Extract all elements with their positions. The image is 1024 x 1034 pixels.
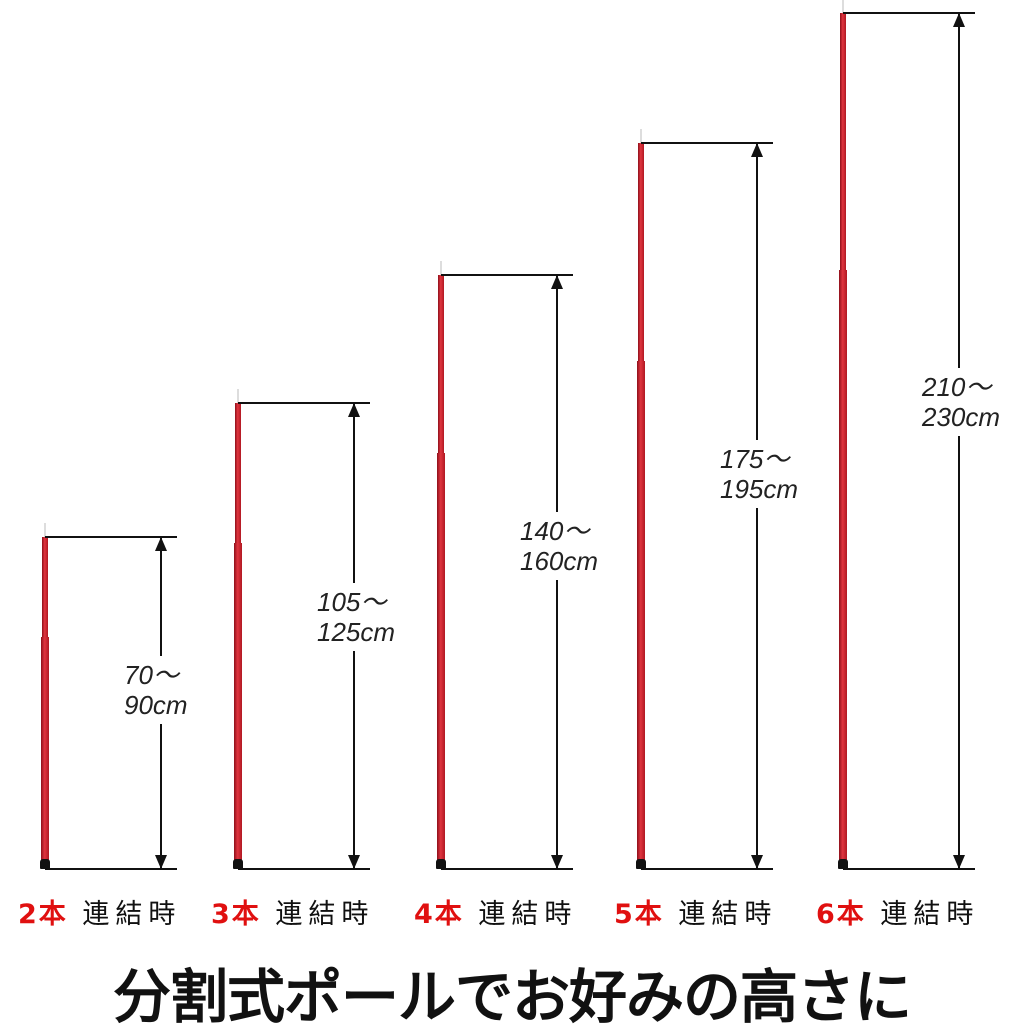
pole-count: 3本	[211, 899, 261, 930]
connected-suffix: 連結時	[865, 899, 980, 930]
pole	[840, 13, 846, 270]
top-dimension-line	[441, 274, 573, 276]
pole-tip	[440, 261, 442, 275]
top-dimension-line	[238, 402, 370, 404]
pole-tip	[237, 389, 239, 403]
pole-count-caption: 5本 連結時	[614, 892, 777, 931]
pole-foot	[636, 859, 646, 869]
height-range-text: 210～	[922, 372, 992, 403]
height-range-label: 70～ 90cm	[124, 656, 188, 725]
height-range-text: 70～	[124, 660, 179, 691]
height-range-label: 105～ 125cm	[317, 582, 396, 651]
arrow-down-icon	[751, 855, 763, 869]
connected-suffix: 連結時	[663, 899, 778, 930]
arrow-down-icon	[155, 855, 167, 869]
pole-count: 2本	[18, 899, 68, 930]
connected-suffix: 連結時	[463, 899, 578, 930]
pole-lower-section	[839, 269, 847, 861]
pole	[438, 275, 444, 454]
top-dimension-line	[641, 142, 773, 144]
base-dimension-line	[441, 868, 573, 870]
pole-foot	[838, 859, 848, 869]
pole-foot	[233, 859, 243, 869]
pole-lower-section	[41, 636, 49, 861]
pole-count: 6本	[816, 899, 866, 930]
connected-suffix: 連結時	[260, 899, 375, 930]
pole-count-caption: 3本 連結時	[211, 892, 374, 931]
base-dimension-line	[238, 868, 370, 870]
arrow-up-icon	[155, 537, 167, 551]
pole-tip	[44, 523, 46, 537]
connected-suffix: 連結時	[67, 899, 182, 930]
arrow-up-icon	[551, 275, 563, 289]
pole	[42, 537, 48, 637]
arrow-down-icon	[348, 855, 360, 869]
arrow-up-icon	[348, 403, 360, 417]
pole-tip	[842, 0, 844, 13]
pole-lower-section	[234, 542, 242, 861]
dimension-line	[958, 13, 960, 869]
height-range-text: 175～	[720, 443, 790, 474]
height-range-text: 195cm	[720, 473, 799, 504]
height-range-label: 140～ 160cm	[520, 512, 599, 581]
pole-lower-section	[437, 453, 445, 861]
pole	[235, 403, 241, 543]
height-range-text: 125cm	[317, 616, 396, 647]
height-range-text: 90cm	[124, 690, 188, 721]
arrow-up-icon	[751, 143, 763, 157]
height-range-text: 105～	[317, 586, 387, 617]
pole-tip	[640, 129, 642, 143]
pole-count: 5本	[614, 899, 664, 930]
pole-count-caption: 4本 連結時	[414, 892, 577, 931]
height-range-label: 210～ 230cm	[922, 368, 1001, 437]
top-dimension-line	[45, 536, 177, 538]
top-dimension-line	[843, 12, 975, 14]
arrow-down-icon	[953, 855, 965, 869]
base-dimension-line	[641, 868, 773, 870]
pole-count: 4本	[414, 899, 464, 930]
pole-foot	[40, 859, 50, 869]
pole	[638, 143, 644, 361]
height-range-label: 175～ 195cm	[720, 439, 799, 508]
height-range-text: 160cm	[520, 546, 599, 577]
pole-count-caption: 2本 連結時	[18, 892, 181, 931]
height-range-text: 140～	[520, 516, 590, 547]
pole-lower-section	[637, 360, 645, 861]
pole-count-caption: 6本 連結時	[816, 892, 979, 931]
arrow-up-icon	[953, 13, 965, 27]
base-dimension-line	[45, 868, 177, 870]
base-dimension-line	[843, 868, 975, 870]
pole-foot	[436, 859, 446, 869]
arrow-down-icon	[551, 855, 563, 869]
headline: 分割式ポールでお好みの高さに	[112, 963, 912, 1031]
height-range-text: 230cm	[922, 402, 1001, 433]
